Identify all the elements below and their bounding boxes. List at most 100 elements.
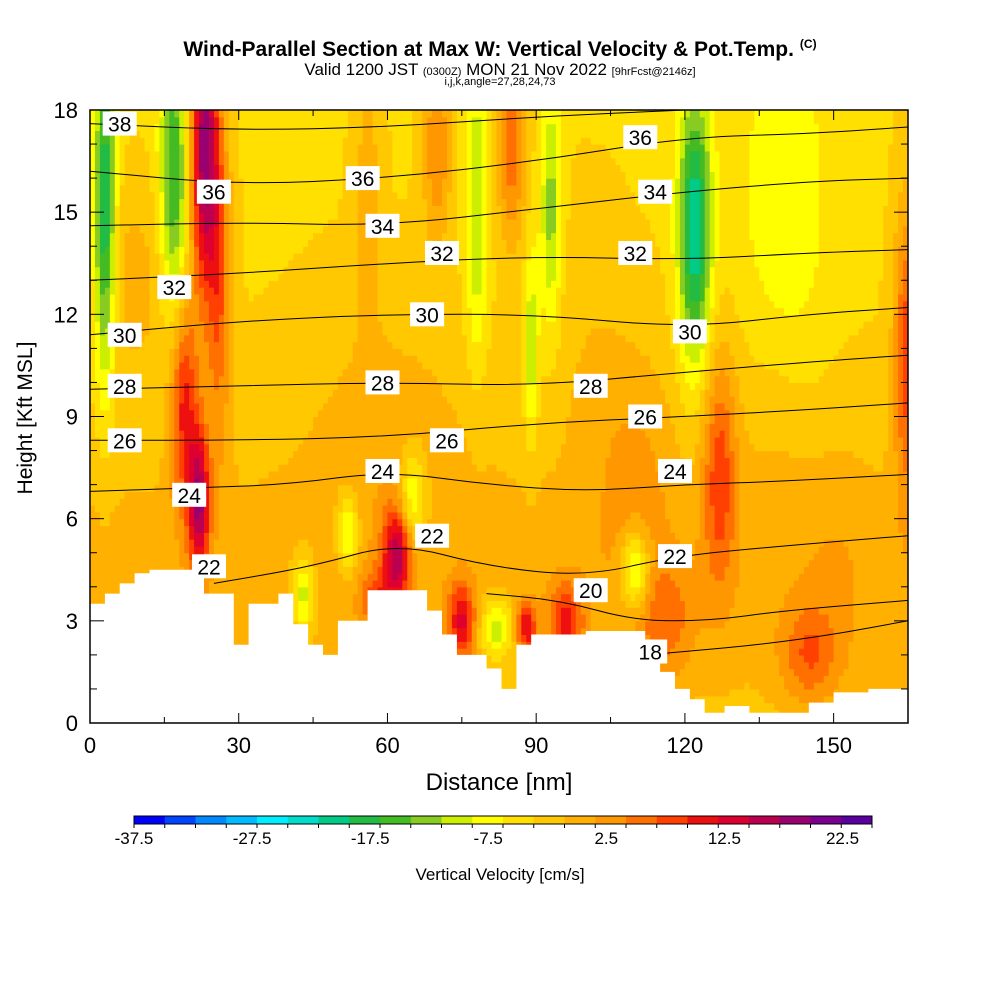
velocity-cell bbox=[243, 607, 250, 615]
velocity-cell bbox=[486, 539, 493, 547]
velocity-cell bbox=[858, 648, 864, 656]
velocity-cell bbox=[124, 532, 131, 540]
velocity-cell bbox=[521, 586, 527, 595]
velocity-cell bbox=[793, 702, 800, 710]
velocity-cell bbox=[784, 675, 790, 683]
velocity-cell bbox=[337, 545, 344, 554]
velocity-cell bbox=[893, 593, 899, 601]
velocity-cell bbox=[893, 600, 899, 608]
velocity-cell bbox=[432, 600, 438, 608]
velocity-cell bbox=[625, 552, 631, 561]
velocity-cell bbox=[441, 559, 448, 567]
velocity-cell bbox=[223, 579, 230, 588]
velocity-cell bbox=[714, 627, 721, 636]
velocity-cell bbox=[506, 566, 512, 574]
velocity-cell bbox=[491, 654, 498, 663]
velocity-cell bbox=[486, 532, 493, 540]
velocity-cell bbox=[164, 511, 170, 520]
velocity-cell bbox=[352, 559, 359, 567]
velocity-cell bbox=[511, 620, 517, 629]
velocity-cell bbox=[516, 532, 522, 540]
velocity-cell bbox=[729, 545, 736, 554]
velocity-cell bbox=[868, 682, 874, 690]
velocity-cell bbox=[526, 525, 532, 533]
velocity-cell bbox=[432, 518, 438, 527]
velocity-cell bbox=[441, 518, 448, 527]
velocity-cell bbox=[486, 661, 493, 670]
velocity-cell bbox=[367, 545, 374, 554]
velocity-cell bbox=[813, 634, 820, 642]
velocity-cell bbox=[461, 634, 468, 642]
velocity-cell bbox=[506, 545, 512, 554]
velocity-cell bbox=[709, 627, 716, 636]
velocity-cell bbox=[793, 593, 800, 601]
velocity-cell bbox=[699, 682, 706, 690]
velocity-cell bbox=[754, 668, 760, 676]
velocity-cell bbox=[327, 614, 334, 622]
velocity-cell bbox=[124, 525, 131, 533]
velocity-cell bbox=[585, 559, 592, 567]
velocity-cell bbox=[808, 688, 815, 697]
velocity-cell bbox=[843, 579, 850, 588]
velocity-cell bbox=[838, 614, 845, 622]
velocity-cell bbox=[471, 566, 478, 574]
velocity-cell bbox=[595, 539, 602, 547]
velocity-cell bbox=[258, 532, 265, 540]
velocity-cell bbox=[575, 627, 582, 636]
velocity-cell bbox=[818, 579, 825, 588]
velocity-cell bbox=[526, 600, 532, 608]
velocity-cell bbox=[749, 579, 755, 588]
velocity-cell bbox=[660, 539, 666, 547]
velocity-cell bbox=[823, 675, 830, 683]
velocity-cell bbox=[848, 552, 855, 561]
velocity-cell bbox=[679, 641, 686, 649]
velocity-cell bbox=[283, 525, 289, 533]
velocity-cell bbox=[843, 614, 850, 622]
velocity-cell bbox=[273, 586, 279, 595]
velocity-cell bbox=[481, 614, 488, 622]
velocity-cell bbox=[238, 586, 245, 595]
velocity-cell bbox=[476, 627, 483, 636]
velocity-cell bbox=[99, 579, 106, 588]
velocity-cell bbox=[99, 539, 106, 547]
velocity-cell bbox=[779, 682, 785, 690]
velocity-cell bbox=[456, 552, 463, 561]
velocity-cell bbox=[838, 593, 845, 601]
velocity-cell bbox=[893, 668, 899, 676]
velocity-cell bbox=[427, 545, 433, 554]
velocity-cell bbox=[754, 675, 760, 683]
velocity-cell bbox=[724, 661, 731, 670]
velocity-cell bbox=[546, 600, 552, 608]
velocity-cell bbox=[218, 545, 225, 554]
velocity-cell bbox=[531, 579, 537, 588]
velocity-cell bbox=[744, 620, 750, 629]
velocity-cell bbox=[382, 579, 389, 588]
velocity-cell bbox=[898, 654, 904, 663]
velocity-cell bbox=[873, 559, 879, 567]
velocity-cell bbox=[551, 532, 557, 540]
velocity-cell bbox=[714, 573, 721, 581]
velocity-cell bbox=[466, 566, 473, 574]
velocity-cell bbox=[263, 532, 270, 540]
velocity-cell bbox=[729, 532, 736, 540]
velocity-cell bbox=[704, 545, 711, 554]
velocity-cell bbox=[605, 573, 612, 581]
velocity-cell bbox=[898, 648, 904, 656]
velocity-cell bbox=[729, 518, 736, 527]
velocity-cell bbox=[90, 539, 96, 547]
velocity-cell bbox=[610, 620, 617, 629]
velocity-cell bbox=[129, 566, 136, 574]
velocity-cell bbox=[774, 552, 780, 561]
velocity-cell bbox=[179, 552, 185, 561]
velocity-cell bbox=[759, 675, 765, 683]
velocity-cell bbox=[833, 661, 840, 670]
velocity-cell bbox=[451, 579, 458, 588]
velocity-cell bbox=[298, 607, 304, 615]
velocity-cell bbox=[798, 573, 805, 581]
velocity-cell bbox=[833, 518, 840, 527]
velocity-cell bbox=[818, 695, 825, 704]
velocity-cell bbox=[218, 518, 225, 527]
velocity-cell bbox=[387, 545, 394, 554]
velocity-cell bbox=[94, 559, 101, 567]
velocity-cell bbox=[774, 675, 780, 683]
